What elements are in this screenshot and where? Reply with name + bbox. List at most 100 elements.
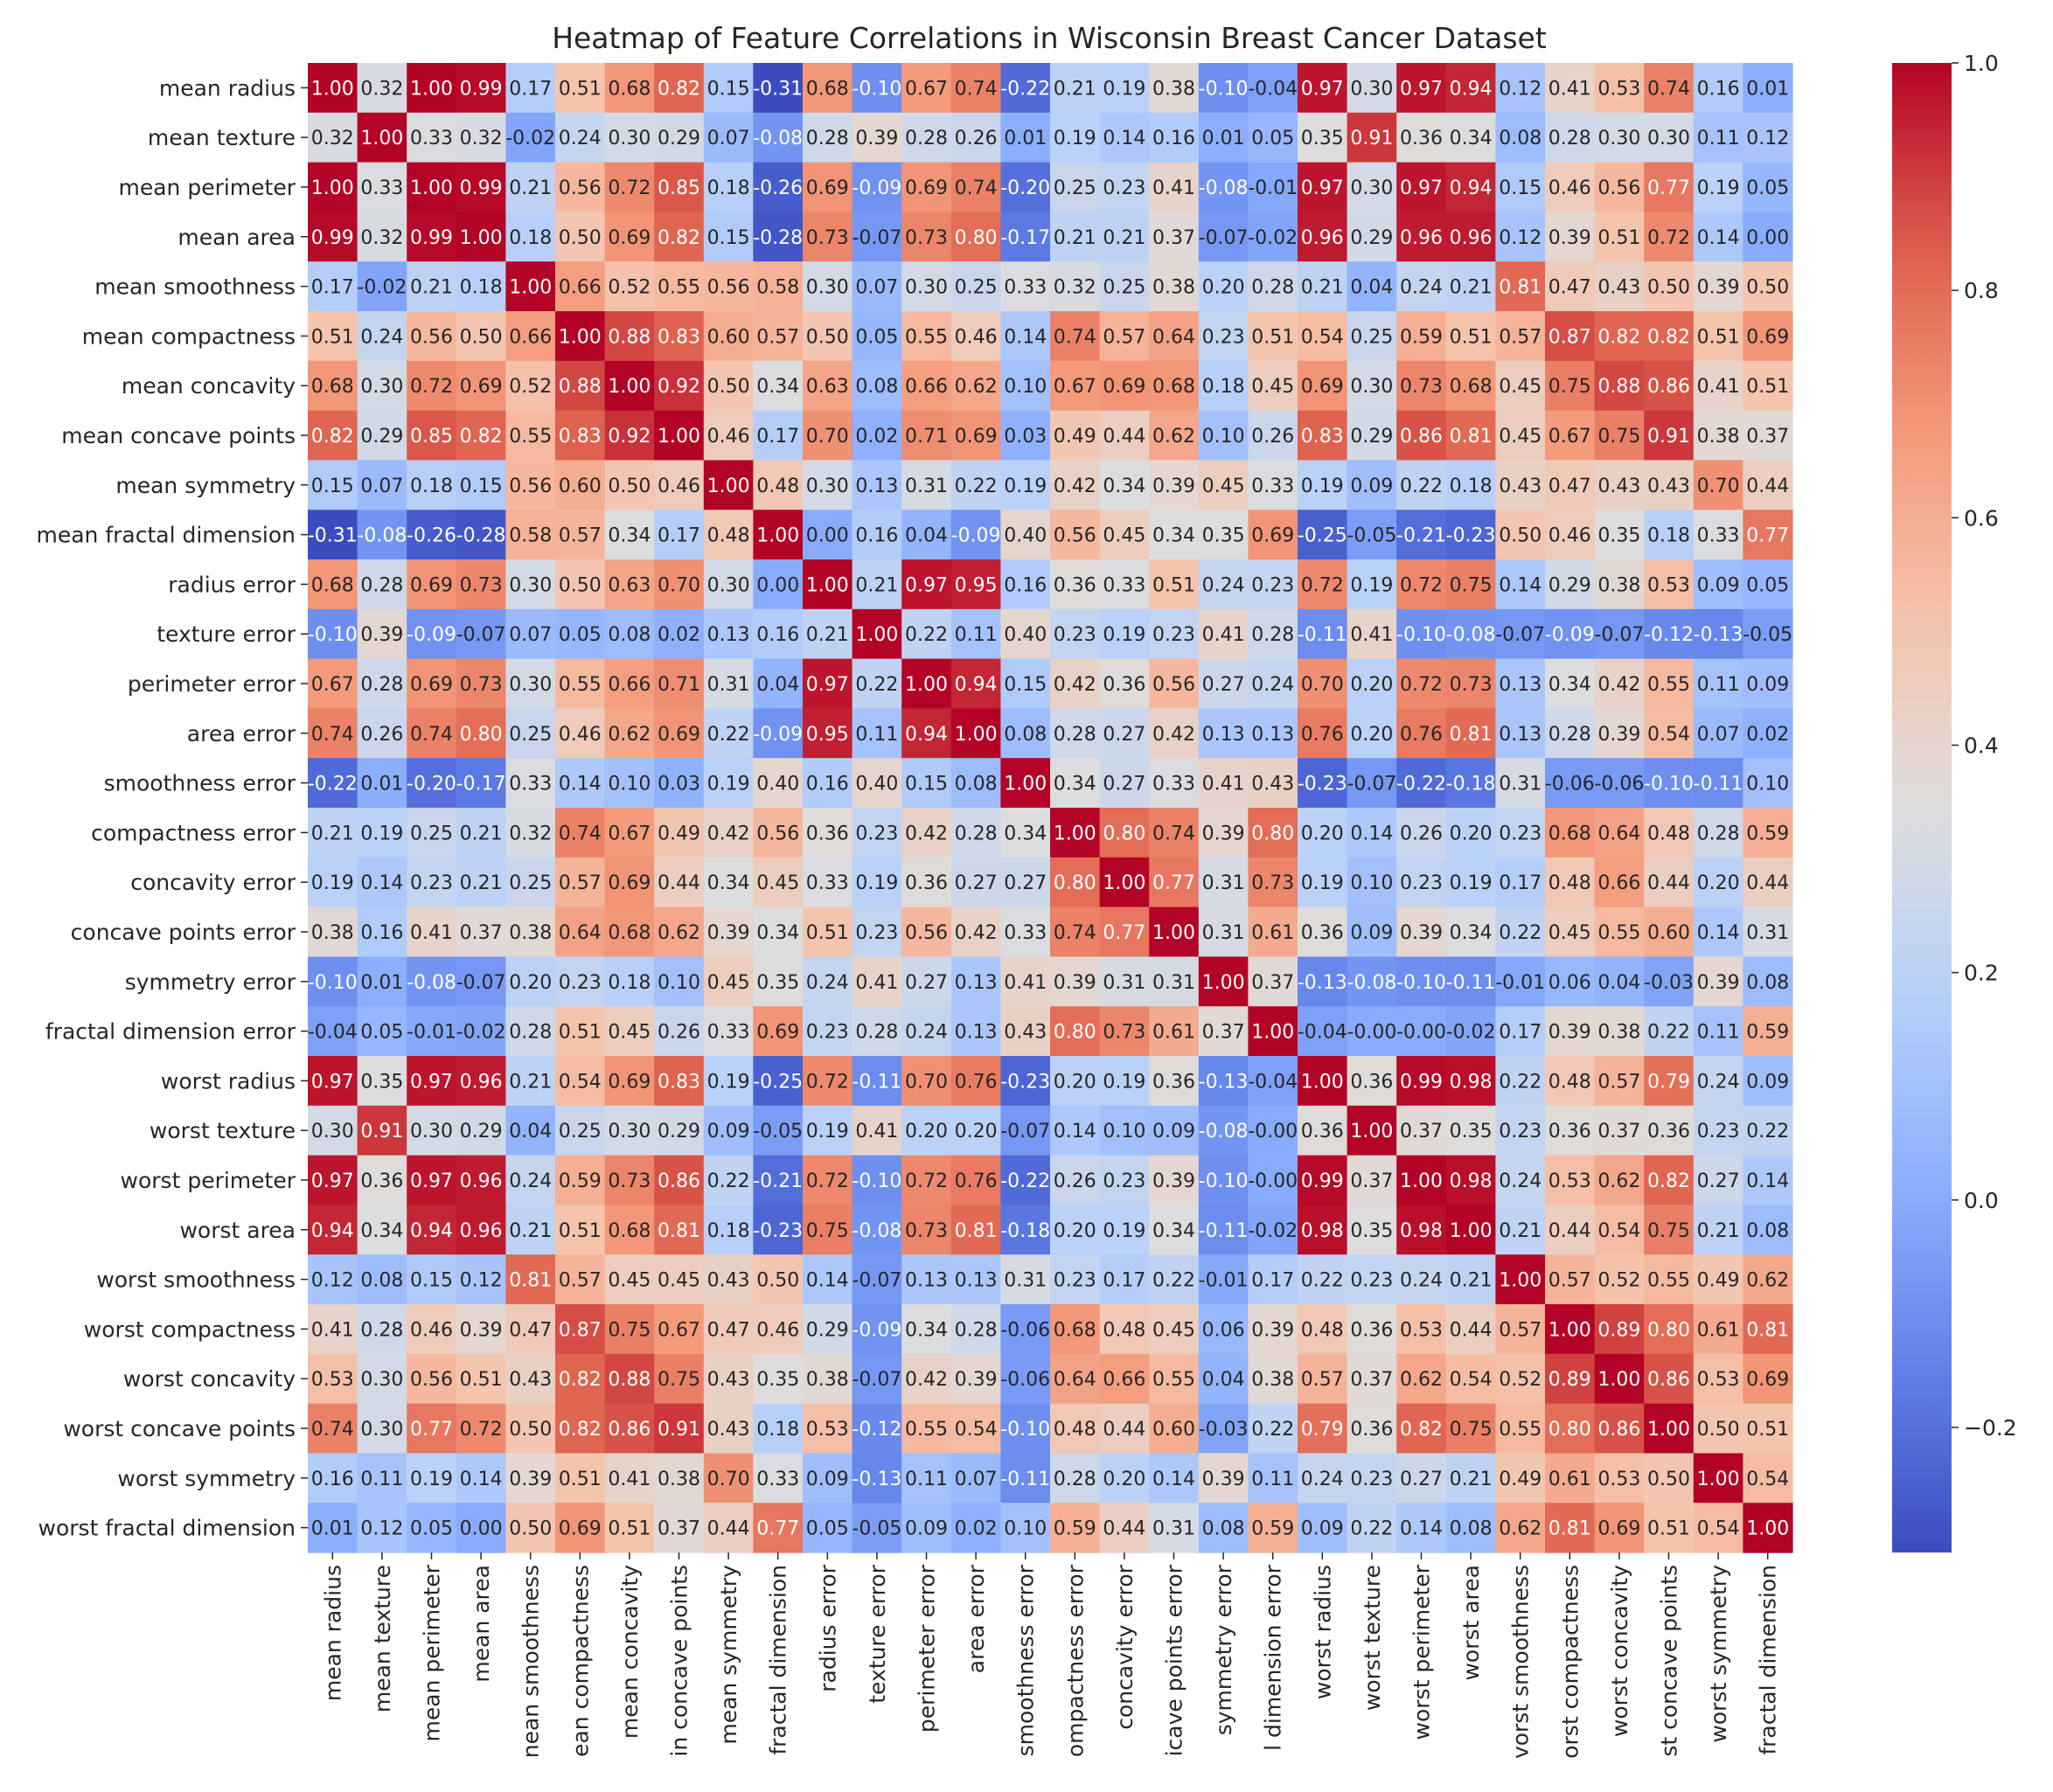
column-label: nean smoothness <box>518 1565 544 1758</box>
cell-value-label: 0.13 <box>707 624 750 646</box>
heatmap-cell <box>407 758 457 809</box>
cell-value-label: 0.39 <box>1152 476 1195 497</box>
heatmap-cell <box>753 1254 804 1305</box>
heatmap-cell <box>1693 1353 1743 1405</box>
cell-value-label: 0.14 <box>1350 823 1393 844</box>
heatmap-cell <box>308 1353 358 1405</box>
heatmap-cell <box>1050 1056 1101 1107</box>
cell-value-label: 0.56 <box>905 922 948 944</box>
cell-value-label: 0.56 <box>1152 674 1195 696</box>
heatmap-cell <box>753 360 804 412</box>
cell-value-label: 0.26 <box>360 724 403 746</box>
heatmap-cell <box>901 510 952 560</box>
heatmap-cell <box>803 112 853 163</box>
heatmap-cell <box>456 608 506 660</box>
heatmap-cell <box>604 261 655 312</box>
heatmap-cell <box>1298 808 1348 858</box>
heatmap-cell <box>1099 460 1150 511</box>
heatmap-cell <box>1050 212 1101 262</box>
column-label: fractal dimension <box>1756 1565 1781 1755</box>
cell-value-label: 0.69 <box>608 1071 651 1093</box>
heatmap-cell <box>1743 112 1793 163</box>
cell-value-label: 0.11 <box>1697 674 1740 696</box>
heatmap-cell <box>901 906 952 957</box>
heatmap-cell <box>803 1503 853 1553</box>
cell-value-label: 0.49 <box>658 823 700 844</box>
heatmap-cell <box>1050 360 1101 412</box>
cell-value-label: 0.28 <box>905 128 948 149</box>
cell-value-label: 0.76 <box>1301 724 1344 746</box>
heatmap-cell <box>1298 410 1348 461</box>
cell-value-label: 0.99 <box>460 177 503 199</box>
cell-value-label: 0.34 <box>608 525 651 547</box>
cell-value-label: 0.15 <box>410 1270 453 1292</box>
heatmap-cell <box>753 1105 804 1156</box>
heatmap-cell <box>852 608 902 660</box>
heatmap-cell <box>950 460 1001 511</box>
heatmap-cell <box>703 1155 754 1205</box>
heatmap-cell <box>1050 857 1101 908</box>
heatmap-cell <box>1445 460 1496 511</box>
heatmap-cell <box>654 1105 705 1156</box>
cell-value-label: 0.34 <box>1054 774 1096 795</box>
cell-value-label: 0.21 <box>1697 1220 1740 1242</box>
heatmap-cell <box>604 1304 655 1355</box>
cell-value-label: 0.28 <box>955 1319 998 1341</box>
heatmap-cell <box>1248 510 1298 560</box>
heatmap-cell <box>505 658 556 709</box>
cell-value-label: 0.45 <box>658 1270 700 1292</box>
cell-value-label: 0.39 <box>360 624 403 646</box>
cell-value-label: -0.07 <box>1495 624 1545 646</box>
cell-value-label: 0.34 <box>1004 823 1047 844</box>
heatmap-cell <box>604 658 655 709</box>
cell-value-label: 0.50 <box>707 376 750 398</box>
heatmap-cell <box>803 1105 853 1156</box>
heatmap-cell <box>1594 1006 1645 1057</box>
heatmap-cell <box>1000 758 1051 809</box>
heatmap-cell <box>1693 261 1743 312</box>
cell-value-label: 0.46 <box>756 1319 799 1341</box>
heatmap-cell <box>703 212 754 262</box>
cell-value-label: 0.53 <box>806 1419 849 1441</box>
column-label: area error <box>964 1564 989 1673</box>
heatmap-cell <box>1248 311 1298 362</box>
cell-value-label: 0.75 <box>1450 574 1493 596</box>
cell-value-label: 0.10 <box>1202 426 1245 448</box>
heatmap-cell <box>555 1353 606 1405</box>
heatmap-cell <box>703 261 754 312</box>
cell-value-label: 0.09 <box>1746 1071 1789 1093</box>
cell-value-label: 0.75 <box>658 1369 700 1391</box>
heatmap-cell <box>604 608 655 660</box>
cell-value-label: 0.28 <box>360 674 403 696</box>
heatmap-cell <box>1000 808 1051 858</box>
heatmap-cell <box>803 808 853 858</box>
cell-value-label: -0.06 <box>1594 774 1644 795</box>
cell-value-label: 0.69 <box>1301 376 1344 398</box>
heatmap-cell <box>555 410 606 461</box>
row-label: concave points error <box>71 920 296 945</box>
heatmap-cell <box>308 1453 358 1504</box>
cell-value-label: 0.45 <box>608 1022 651 1044</box>
cell-value-label: 0.57 <box>1597 1071 1640 1093</box>
heatmap-cell <box>703 1453 754 1504</box>
cell-value-label: 0.08 <box>1004 724 1047 746</box>
cell-value-label: 0.31 <box>1004 1270 1047 1292</box>
cell-value-label: 0.96 <box>1301 227 1344 249</box>
heatmap-cell <box>1149 758 1200 809</box>
heatmap-cell <box>1198 261 1249 312</box>
heatmap-cell <box>604 410 655 461</box>
heatmap-cell <box>1644 510 1695 560</box>
column-label: mean area <box>469 1565 494 1683</box>
heatmap-cell <box>407 1353 457 1405</box>
cell-value-label: 0.33 <box>1004 277 1047 299</box>
heatmap-cell <box>654 1503 705 1553</box>
cell-value-label: 0.34 <box>905 1319 948 1341</box>
cell-value-label: 0.20 <box>955 1121 998 1143</box>
cell-value-label: 0.35 <box>360 1071 403 1093</box>
heatmap-cell <box>357 311 407 362</box>
heatmap-cell <box>604 708 655 759</box>
heatmap-cell <box>901 857 952 908</box>
heatmap-cell <box>1099 360 1150 412</box>
heatmap-cell <box>357 559 407 610</box>
heatmap-cell <box>407 112 457 163</box>
